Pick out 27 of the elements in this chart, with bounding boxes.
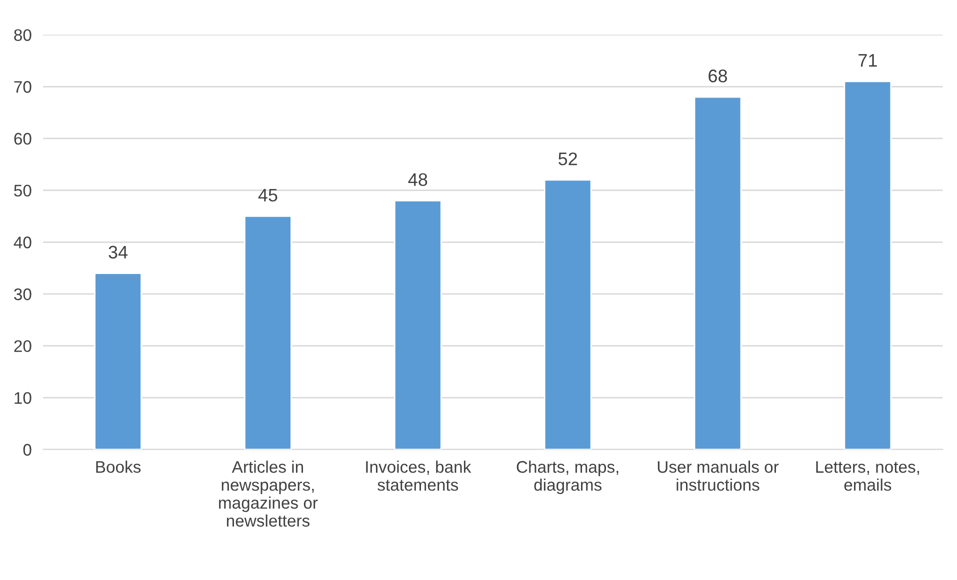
data-label: 48: [408, 173, 428, 186]
bar: [394, 200, 442, 450]
bar: [94, 272, 142, 450]
y-tick-label: 10: [14, 392, 32, 404]
x-tick-label: Articles in newspapers, magazines or newsletters: [219, 460, 318, 527]
x-tick-label: Books: [96, 460, 141, 473]
bar: [244, 216, 292, 450]
y-tick-label: 60: [14, 132, 32, 145]
x-tick-label: Invoices, bank statements: [366, 460, 472, 491]
data-label: 52: [558, 152, 577, 166]
y-tick-label: 30: [14, 288, 32, 300]
data-label: 68: [708, 70, 728, 82]
x-tick-label: Charts, maps, diagrams: [516, 460, 618, 494]
bar: [544, 179, 592, 450]
y-tick-label: 0: [23, 444, 32, 456]
x-tick-label: Letters, notes, emails: [816, 461, 919, 491]
y-tick-label: 40: [14, 236, 32, 248]
y-tick-label: 80: [14, 29, 32, 42]
bar: [844, 80, 892, 450]
data-label: 34: [108, 246, 128, 259]
y-tick-label: 20: [14, 340, 32, 352]
x-tick-label: User manuals or instructions: [658, 460, 779, 491]
bar: [694, 96, 742, 450]
y-tick-label: 50: [14, 184, 32, 197]
data-label: 71: [858, 54, 877, 67]
y-tick-label: 70: [14, 81, 32, 93]
data-label: 45: [258, 188, 278, 202]
